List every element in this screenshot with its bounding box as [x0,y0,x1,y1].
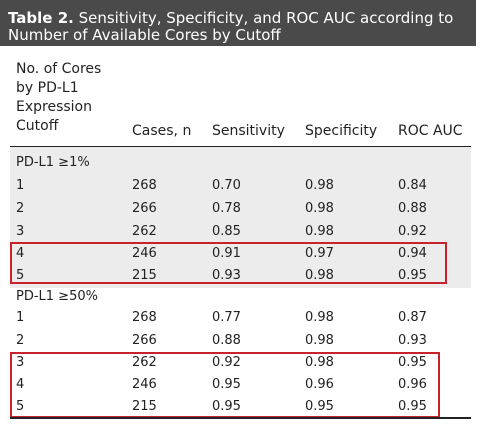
cell-sensitivity: 0.85 [212,224,241,239]
cell-specificity: 0.98 [305,333,334,348]
header-specificity: Specificity [305,123,378,139]
cell-specificity: 0.98 [305,224,334,239]
cell-roc-auc: 0.84 [398,178,427,193]
cell-sensitivity: 0.78 [212,201,241,216]
cell-roc-auc: 0.95 [398,355,427,370]
cell-cases: 246 [132,377,157,392]
table-row: 4 246 0.91 0.97 0.94 [0,246,470,269]
cell-sensitivity: 0.92 [212,355,241,370]
cell-roc-auc: 0.95 [398,268,427,283]
cell-cores: 4 [16,246,25,261]
cell-cores: 2 [16,333,25,348]
cell-cores: 1 [16,178,25,193]
header-cores: No. of Cores by PD-L1 Expression Cutoff [16,61,102,134]
cell-cores: 3 [16,224,25,239]
cell-cases: 266 [132,333,157,348]
cell-sensitivity: 0.93 [212,268,241,283]
table-row: 3 262 0.85 0.98 0.92 [0,224,470,247]
cell-cases: 246 [132,246,157,261]
cell-cases: 268 [132,310,157,325]
cell-cases: 268 [132,178,157,193]
cell-cases: 262 [132,355,157,370]
table-number: Table 2. [8,9,74,27]
cell-sensitivity: 0.91 [212,246,241,261]
cell-sensitivity: 0.88 [212,333,241,348]
cell-specificity: 0.95 [305,399,334,414]
table-row: 4 246 0.95 0.96 0.96 [0,377,470,400]
cell-roc-auc: 0.95 [398,399,427,414]
cell-roc-auc: 0.94 [398,246,427,261]
table-title: Table 2. Sensitivity, Specificity, and R… [0,0,476,46]
cell-cores: 4 [16,377,25,392]
cell-specificity: 0.98 [305,355,334,370]
header-roc-auc: ROC AUC [398,123,463,139]
group-band-1pct [10,147,471,288]
cell-sensitivity: 0.95 [212,377,241,392]
table-caption: Sensitivity, Specificity, and ROC AUC ac… [8,9,454,44]
group-label-50pct: PD-L1 ≥50% [16,289,98,304]
cell-specificity: 0.96 [305,377,334,392]
cell-cores: 5 [16,268,25,283]
cell-cores: 2 [16,201,25,216]
table-row: 2 266 0.78 0.98 0.88 [0,201,470,224]
header-cases: Cases, n [132,123,192,139]
cell-sensitivity: 0.77 [212,310,241,325]
cell-cases: 215 [132,268,157,283]
cell-cores: 5 [16,399,25,414]
table-row: 3 262 0.92 0.98 0.95 [0,355,470,378]
cell-cores: 3 [16,355,25,370]
table-row: 1 268 0.70 0.98 0.84 [0,178,470,201]
cell-cases: 266 [132,201,157,216]
cell-sensitivity: 0.70 [212,178,241,193]
header-rule [10,146,471,147]
cell-specificity: 0.98 [305,310,334,325]
cell-roc-auc: 0.93 [398,333,427,348]
cell-specificity: 0.98 [305,178,334,193]
table-row: 5 215 0.95 0.95 0.95 [0,399,470,422]
cell-cores: 1 [16,310,25,325]
table-row: 5 215 0.93 0.98 0.95 [0,268,470,291]
cell-roc-auc: 0.87 [398,310,427,325]
group-label-1pct: PD-L1 ≥1% [16,155,90,170]
cell-roc-auc: 0.88 [398,201,427,216]
cell-sensitivity: 0.95 [212,399,241,414]
cell-cases: 215 [132,399,157,414]
cell-specificity: 0.98 [305,201,334,216]
cell-roc-auc: 0.96 [398,377,427,392]
cell-specificity: 0.97 [305,246,334,261]
header-sensitivity: Sensitivity [212,123,285,139]
cell-roc-auc: 0.92 [398,224,427,239]
cell-cases: 262 [132,224,157,239]
table-row: 1 268 0.77 0.98 0.87 [0,310,470,333]
cell-specificity: 0.98 [305,268,334,283]
table-bottom-rule [10,417,471,419]
table-row: 2 266 0.88 0.98 0.93 [0,333,470,356]
